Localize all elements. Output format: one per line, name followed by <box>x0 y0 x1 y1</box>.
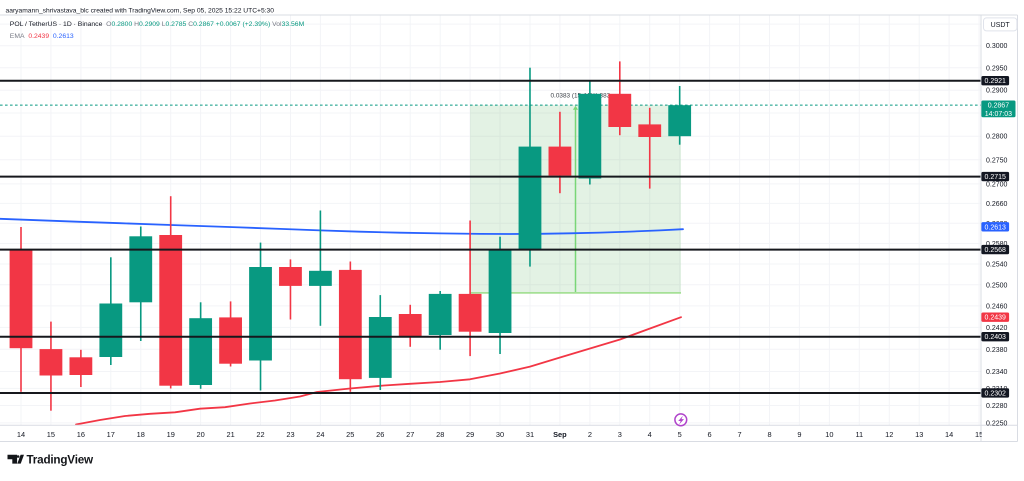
svg-text:22: 22 <box>256 430 264 439</box>
svg-text:4: 4 <box>648 430 652 439</box>
svg-text:13: 13 <box>915 430 923 439</box>
svg-text:0.2660: 0.2660 <box>986 201 1008 208</box>
svg-text:17: 17 <box>107 430 115 439</box>
svg-text:0.2439: 0.2439 <box>984 315 1006 322</box>
svg-text:3: 3 <box>618 430 622 439</box>
svg-text:0.3000: 0.3000 <box>986 43 1008 50</box>
svg-text:0.2613: 0.2613 <box>984 224 1006 231</box>
svg-text:7: 7 <box>738 430 742 439</box>
svg-text:EMA 0.2439 0.2613: EMA 0.2439 0.2613 <box>10 33 74 40</box>
svg-text:0.2921: 0.2921 <box>984 78 1006 85</box>
svg-text:23: 23 <box>286 430 294 439</box>
svg-text:14:07:03: 14:07:03 <box>985 111 1012 118</box>
svg-text:15: 15 <box>975 430 983 439</box>
svg-text:0.2867: 0.2867 <box>988 103 1010 110</box>
svg-text:2: 2 <box>588 430 592 439</box>
svg-text:14: 14 <box>17 430 25 439</box>
svg-text:0.2715: 0.2715 <box>984 174 1006 181</box>
svg-text:0.2302: 0.2302 <box>984 390 1006 397</box>
svg-text:16: 16 <box>77 430 85 439</box>
svg-text:10: 10 <box>825 430 833 439</box>
svg-text:6: 6 <box>708 430 712 439</box>
svg-text:8: 8 <box>767 430 771 439</box>
svg-text:5: 5 <box>678 430 682 439</box>
svg-text:0.2500: 0.2500 <box>986 282 1008 289</box>
svg-text:POL / TetherUS · 1D · Binance: POL / TetherUS · 1D · Binance O0.2800 H0… <box>10 21 305 28</box>
svg-text:0.2420: 0.2420 <box>986 325 1008 332</box>
svg-text:9: 9 <box>797 430 801 439</box>
svg-text:0.2700: 0.2700 <box>986 181 1008 188</box>
svg-text:aaryamann_shrivastava_blc crea: aaryamann_shrivastava_blc created with T… <box>6 8 275 15</box>
svg-text:0.2950: 0.2950 <box>986 65 1008 72</box>
svg-text:0.2568: 0.2568 <box>984 247 1006 254</box>
svg-text:0.2900: 0.2900 <box>986 88 1008 95</box>
svg-text:12: 12 <box>885 430 893 439</box>
svg-text:0.2340: 0.2340 <box>986 369 1008 376</box>
svg-text:TradingView: TradingView <box>27 453 95 466</box>
svg-text:0.2540: 0.2540 <box>986 262 1008 269</box>
svg-text:21: 21 <box>226 430 234 439</box>
svg-text:Sep: Sep <box>553 430 567 439</box>
svg-text:30: 30 <box>496 430 504 439</box>
svg-text:24: 24 <box>316 430 324 439</box>
svg-text:0.2580: 0.2580 <box>986 241 1008 248</box>
svg-text:18: 18 <box>137 430 145 439</box>
svg-text:0.2800: 0.2800 <box>986 134 1008 141</box>
svg-text:26: 26 <box>376 430 384 439</box>
svg-text:25: 25 <box>346 430 354 439</box>
svg-text:0.2460: 0.2460 <box>986 303 1008 310</box>
svg-text:0.2250: 0.2250 <box>986 420 1008 427</box>
svg-text:29: 29 <box>466 430 474 439</box>
svg-text:15: 15 <box>47 430 55 439</box>
svg-text:31: 31 <box>526 430 534 439</box>
svg-text:0.2403: 0.2403 <box>984 334 1006 341</box>
svg-text:20: 20 <box>196 430 204 439</box>
svg-text:USDT: USDT <box>991 22 1011 29</box>
svg-text:14: 14 <box>945 430 953 439</box>
svg-text:0.2380: 0.2380 <box>986 347 1008 354</box>
svg-text:0.2750: 0.2750 <box>986 157 1008 164</box>
svg-text:27: 27 <box>406 430 414 439</box>
svg-text:0.2280: 0.2280 <box>986 403 1008 410</box>
svg-text:19: 19 <box>167 430 175 439</box>
svg-text:11: 11 <box>855 430 863 439</box>
svg-text:28: 28 <box>436 430 444 439</box>
